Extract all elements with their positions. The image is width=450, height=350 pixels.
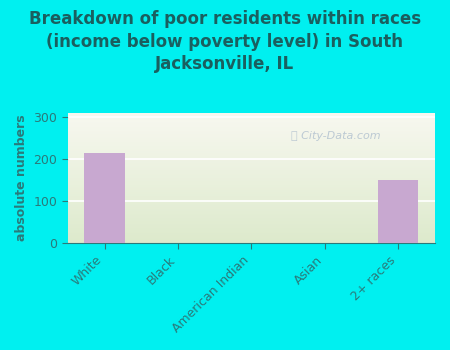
Bar: [84, 153, 125, 243]
Y-axis label: absolute numbers: absolute numbers: [15, 115, 28, 242]
Text: ⓘ City-Data.com: ⓘ City-Data.com: [291, 131, 381, 141]
Bar: [378, 180, 419, 243]
Text: Breakdown of poor residents within races
(income below poverty level) in South
J: Breakdown of poor residents within races…: [29, 10, 421, 73]
